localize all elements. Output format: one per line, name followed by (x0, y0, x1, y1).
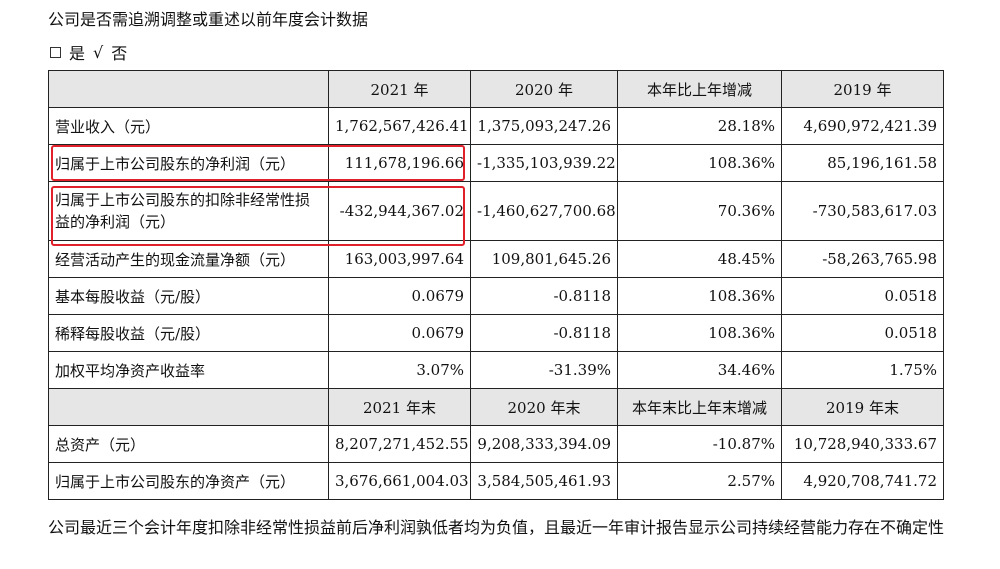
value-cell: 3,584,505,461.93 (470, 462, 618, 500)
value-cell: -0.8118 (470, 277, 618, 315)
value-cell: 0.0679 (328, 277, 471, 315)
value-cell: 0.0518 (781, 277, 944, 315)
row-label-cell: 营业收入（元） (48, 107, 329, 145)
value-cell: -10.87% (617, 425, 782, 463)
choice-yes: 是 (69, 44, 86, 63)
value-cell: 108.36% (617, 277, 782, 315)
value-cell: 108.36% (617, 144, 782, 182)
value-cell: 1,762,567,426.41 (328, 107, 471, 145)
header-cell: 2019 年末 (781, 388, 944, 426)
header-row: 2021 年末 2020 年末 本年末比上年末增减 2019 年末 (48, 388, 944, 426)
row-label-cell: 经营活动产生的现金流量净额（元） (48, 240, 329, 278)
footnote: 公司最近三个会计年度扣除非经常性损益前后净利润孰低者均为负值，且最近一年审计报告… (48, 518, 945, 537)
row-label-cell: 基本每股收益（元/股） (48, 277, 329, 315)
table-row: 归属于上市公司股东的净利润（元） 111,678,196.66 -1,335,103… (48, 144, 944, 182)
header-cell: 2020 年 (470, 70, 618, 108)
value-cell: -58,263,765.98 (781, 240, 944, 278)
header-blank-cell (48, 70, 329, 108)
row-label-cell: 归属于上市公司股东的扣除非经常性损益的净利润（元） (48, 181, 329, 241)
header-cell: 本年末比上年末增减 (617, 388, 782, 426)
choice-no: 否 (111, 44, 128, 63)
table-row: 加权平均净资产收益率 3.07% -31.39% 34.46% 1.75% (48, 351, 944, 389)
checkbox-icon (50, 46, 61, 58)
value-cell: 163,003,997.64 (328, 240, 471, 278)
row-label-cell: 总资产（元） (48, 425, 329, 463)
header-cell: 2021 年 (328, 70, 471, 108)
value-cell: 70.36% (617, 181, 782, 241)
value-cell: 4,690,972,421.39 (781, 107, 944, 145)
value-cell: 4,920,708,741.72 (781, 462, 944, 500)
table-row: 营业收入（元） 1,762,567,426.41 1,375,093,247.26 2… (48, 107, 944, 145)
table-row: 稀释每股收益（元/股） 0.0679 -0.8118 108.36% 0.0518 (48, 314, 944, 352)
value-cell: -730,583,617.03 (781, 181, 944, 241)
value-cell: 9,208,333,394.09 (470, 425, 618, 463)
row-label-cell: 归属于上市公司股东的净资产（元） (48, 462, 329, 500)
section-intro: 公司是否需追溯调整或重述以前年度会计数据 (48, 10, 369, 29)
value-cell: -432,944,367.02 (328, 181, 471, 241)
value-cell: -0.8118 (470, 314, 618, 352)
row-label-cell: 归属于上市公司股东的净利润（元） (48, 144, 329, 182)
value-cell: 28.18% (617, 107, 782, 145)
row-label-cell: 稀释每股收益（元/股） (48, 314, 329, 352)
value-cell: 2.57% (617, 462, 782, 500)
value-cell: 1.75% (781, 351, 944, 389)
value-cell: 1,375,093,247.26 (470, 107, 618, 145)
header-cell: 2019 年 (781, 70, 944, 108)
row-label-cell: 加权平均净资产收益率 (48, 351, 329, 389)
value-cell: -1,460,627,700.68 (470, 181, 618, 241)
header-blank-cell (48, 388, 329, 426)
value-cell: 109,801,645.26 (470, 240, 618, 278)
header-cell: 2021 年末 (328, 388, 471, 426)
value-cell: 108.36% (617, 314, 782, 352)
value-cell: 10,728,940,333.67 (781, 425, 944, 463)
table-row: 总资产（元） 8,207,271,452.55 9,208,333,394.09 -1… (48, 425, 944, 463)
table-row: 经营活动产生的现金流量净额（元） 163,003,997.64 109,801,64… (48, 240, 944, 278)
header-cell: 本年比上年增减 (617, 70, 782, 108)
value-cell: 8,207,271,452.55 (328, 425, 471, 463)
table-row: 基本每股收益（元/股） 0.0679 -0.8118 108.36% 0.0518 (48, 277, 944, 315)
value-cell: -1,335,103,939.22 (470, 144, 618, 182)
header-row: 2021 年 2020 年本年比上年增减 2019 年 (48, 70, 944, 108)
table-row: 归属于上市公司股东的净资产（元） 3,676,661,004.03 3,584,50… (48, 462, 944, 500)
value-cell: 48.45% (617, 240, 782, 278)
value-cell: 85,196,161.58 (781, 144, 944, 182)
value-cell: 3.07% (328, 351, 471, 389)
check-mark: √ (93, 42, 104, 62)
value-cell: 3,676,661,004.03 (328, 462, 471, 500)
value-cell: -31.39% (470, 351, 618, 389)
financial-data-table: 2021 年 2020 年本年比上年增减 2019 年营业收入（元） 1,762,56… (48, 70, 944, 500)
value-cell: 34.46% (617, 351, 782, 389)
value-cell: 0.0518 (781, 314, 944, 352)
table-row: 归属于上市公司股东的扣除非经常性损益的净利润（元） -432,944,367.02… (48, 181, 944, 241)
value-cell: 111,678,196.66 (328, 144, 471, 182)
value-cell: 0.0679 (328, 314, 471, 352)
header-cell: 2020 年末 (470, 388, 618, 426)
restatement-choice: 是 √ 否 (50, 40, 127, 64)
